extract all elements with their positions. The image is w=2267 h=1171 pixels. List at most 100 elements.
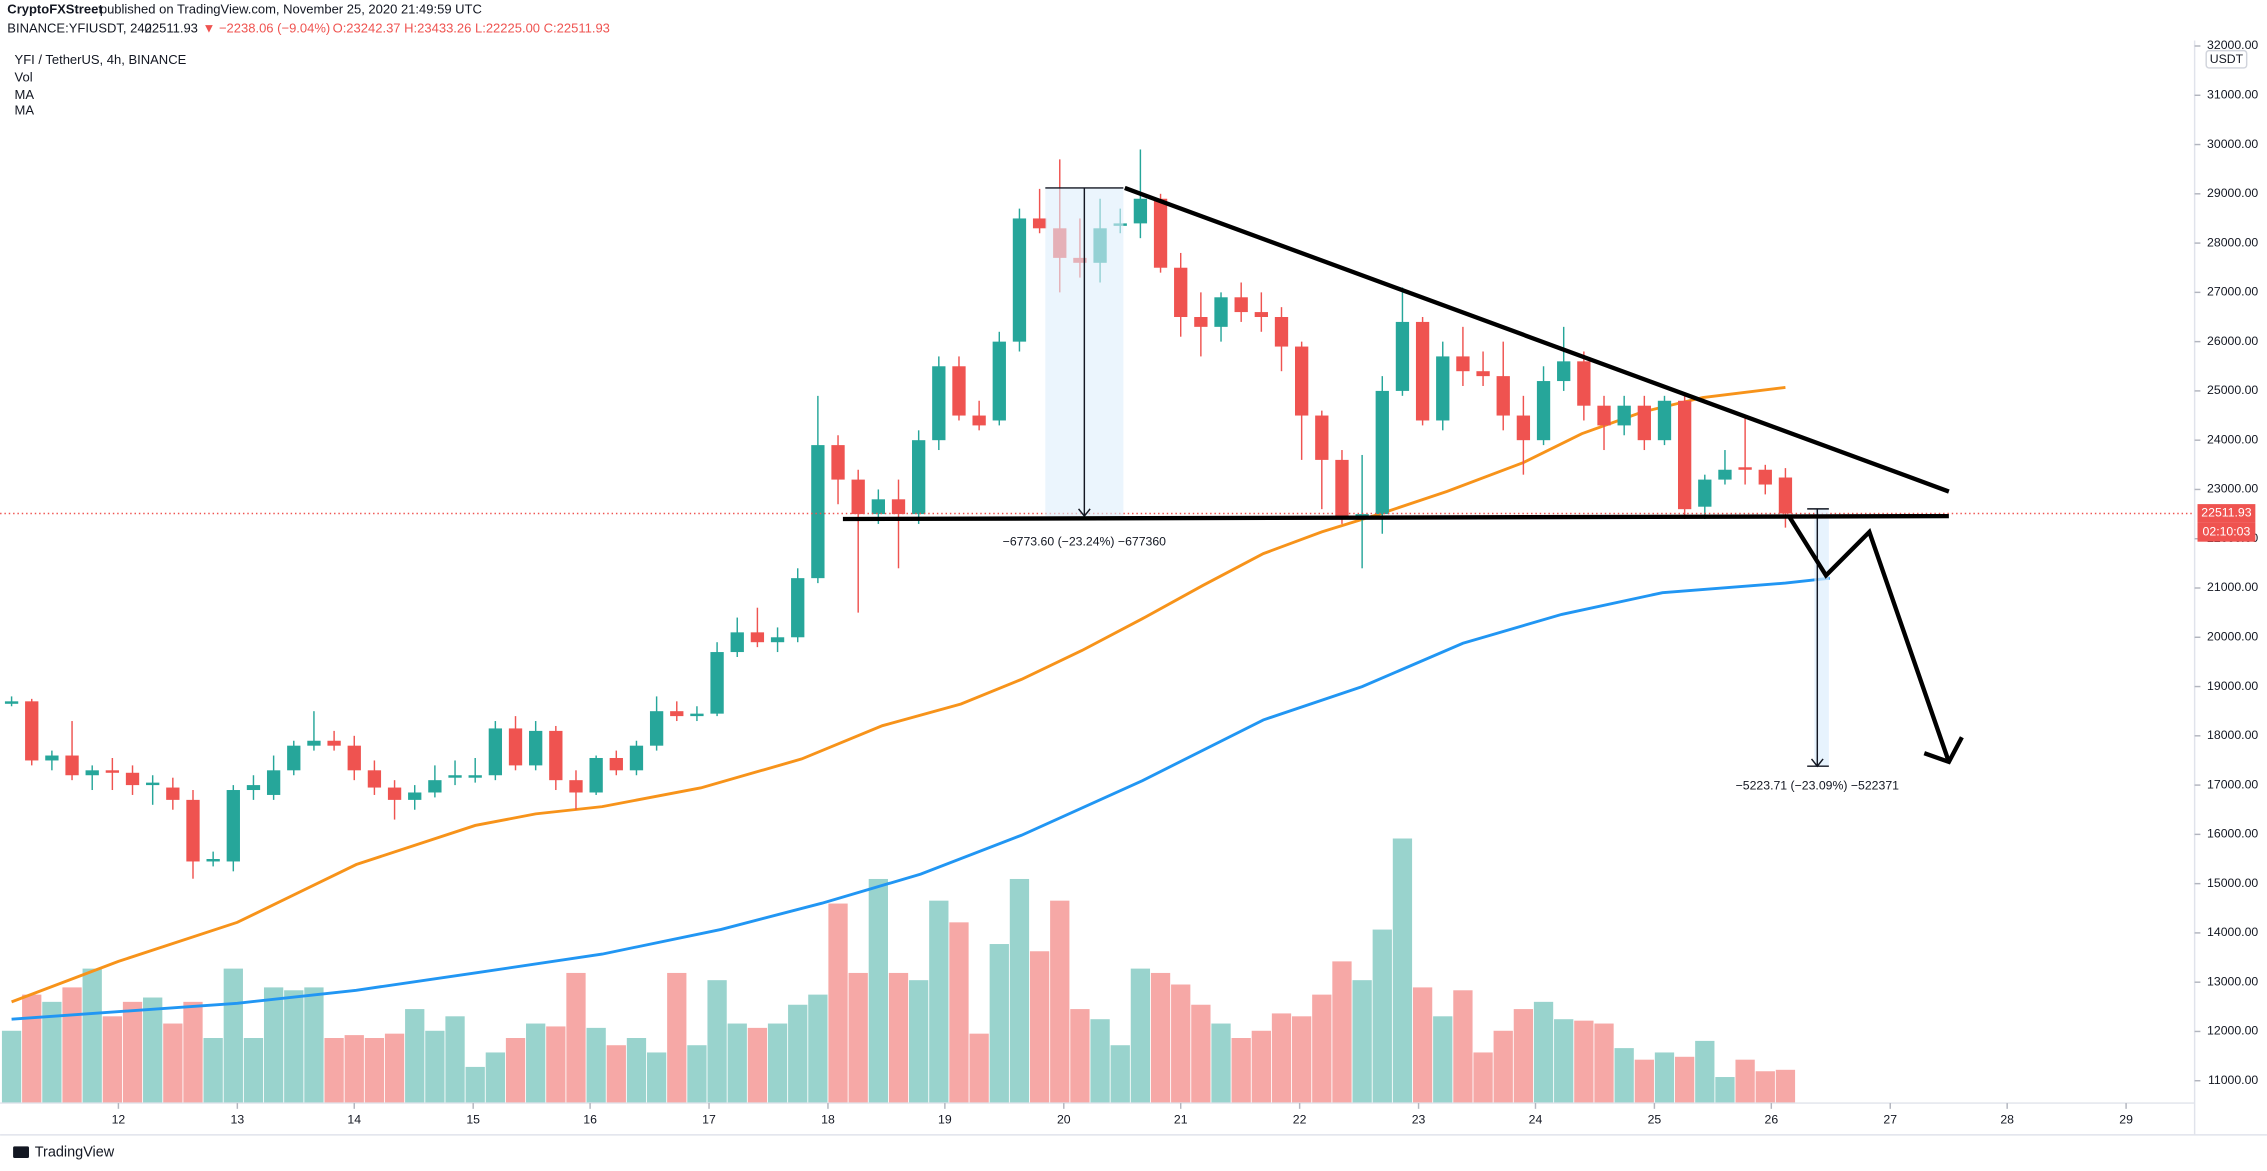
volume-bar — [1070, 1009, 1090, 1104]
volume-bar — [465, 1066, 485, 1104]
candle-body — [1557, 361, 1571, 382]
candle-body — [105, 770, 120, 773]
x-tick-label: 15 — [466, 1113, 480, 1127]
candle-body — [1194, 316, 1208, 327]
y-tick-label: 26000.00 — [2207, 334, 2258, 348]
resistance-line — [1124, 185, 1950, 494]
measure-arrow — [1077, 508, 1091, 518]
candle-body — [710, 652, 724, 714]
volume-bar — [888, 972, 909, 1104]
symbol: BINANCE:YFIUSDT, 240 — [7, 20, 151, 35]
y-tick-label: 20000.00 — [2207, 630, 2258, 644]
volume-bar — [828, 903, 848, 1104]
volume-bar — [1675, 1056, 1695, 1104]
legend-title: YFI / TetherUS, 4h, BINANCE — [15, 52, 187, 67]
volume-bar — [767, 1023, 788, 1104]
candle-body — [408, 792, 422, 800]
volume-bar — [122, 1001, 143, 1104]
volume-bar — [1292, 1016, 1312, 1104]
volume-bar — [243, 1037, 264, 1104]
y-tick-label: 29000.00 — [2207, 186, 2258, 200]
measure-label: −5223.71 (−23.09%) −522371 — [1736, 779, 1900, 793]
volume-bar — [1433, 1016, 1453, 1104]
volume-bar — [22, 994, 42, 1104]
volume-bar — [1775, 1069, 1796, 1104]
candle-body — [1335, 459, 1349, 520]
x-tick-label: 18 — [821, 1113, 835, 1127]
candle-body — [347, 745, 361, 771]
volume-bar — [1755, 1071, 1775, 1104]
volume-bar — [646, 1052, 667, 1104]
candle-body — [750, 632, 765, 643]
currency-box[interactable] — [2205, 49, 2248, 69]
y-tick-label: 12000.00 — [2207, 1024, 2258, 1038]
volume-bar — [1392, 838, 1413, 1104]
volume-bar — [546, 1026, 566, 1104]
candle-body — [1315, 415, 1329, 460]
candle-body — [1234, 297, 1248, 313]
volume-bar — [1332, 961, 1352, 1104]
volume-bar — [1614, 1048, 1634, 1104]
volume-bar — [626, 1037, 647, 1104]
candle-body — [811, 445, 825, 579]
volume-bar — [1110, 1045, 1130, 1104]
volume-bar — [183, 1001, 203, 1104]
y-tick-label: 31000.00 — [2207, 88, 2258, 102]
candle-body — [125, 772, 140, 786]
candle-body — [569, 780, 583, 793]
candle-body — [206, 859, 220, 862]
candle-body — [529, 730, 543, 766]
y-tick-label: 13000.00 — [2207, 974, 2258, 988]
plot-area — [0, 149, 2195, 1104]
volume-bar — [1271, 1013, 1292, 1104]
volume-bar — [364, 1037, 385, 1104]
volume-bar — [687, 1045, 707, 1104]
candle-body — [1214, 297, 1228, 327]
legend-volume: Vol — [15, 70, 33, 85]
y-tick-label: 25000.00 — [2207, 383, 2258, 397]
candle-body — [730, 632, 744, 653]
candle-body — [85, 770, 99, 776]
volume-bar — [1171, 984, 1191, 1104]
x-tick-label: 21 — [1174, 1113, 1188, 1127]
volume-bar — [909, 980, 929, 1104]
candle-body — [1436, 356, 1450, 421]
candle-body — [226, 790, 240, 862]
volume-bar — [1251, 1030, 1271, 1104]
ma-line — [11, 576, 1830, 1021]
y-tick-label: 21000.00 — [2207, 580, 2258, 594]
candle-body — [549, 730, 563, 781]
candle-body — [1295, 346, 1309, 416]
volume-bar — [868, 878, 888, 1104]
volume-bar — [384, 1033, 405, 1104]
candle-body — [287, 745, 301, 771]
candle-body — [690, 713, 704, 717]
x-tick-label: 23 — [1412, 1113, 1426, 1127]
volume-bar — [526, 1023, 546, 1104]
x-tick-label: 20 — [1057, 1113, 1071, 1127]
logo — [13, 1146, 30, 1158]
volume-bar — [485, 1052, 506, 1104]
y-tick-label: 23000.00 — [2207, 482, 2258, 496]
candle-body — [1254, 312, 1268, 317]
volume-bar — [505, 1037, 526, 1104]
drawings — [842, 185, 1964, 768]
candle-body — [327, 740, 341, 746]
support-line — [842, 513, 1949, 522]
volume-bar — [667, 972, 687, 1104]
candle-body — [25, 701, 39, 761]
candle-body — [1032, 218, 1047, 229]
y-tick-label: 14000.00 — [2207, 925, 2258, 939]
x-tick-label: 13 — [231, 1113, 245, 1127]
y-tick-label: 11000.00 — [2208, 1073, 2258, 1087]
price-tag-label: 22511.93 — [2201, 506, 2251, 520]
candle-body — [1637, 405, 1651, 441]
published: published on TradingView.com, November 2… — [100, 2, 482, 17]
candle-body — [649, 711, 664, 746]
volume-bar — [324, 1037, 344, 1104]
countdown-tag — [2197, 522, 2256, 542]
candle-body — [791, 578, 805, 638]
x-tick-label: 25 — [1648, 1113, 1662, 1127]
candle-body — [1012, 218, 1027, 342]
